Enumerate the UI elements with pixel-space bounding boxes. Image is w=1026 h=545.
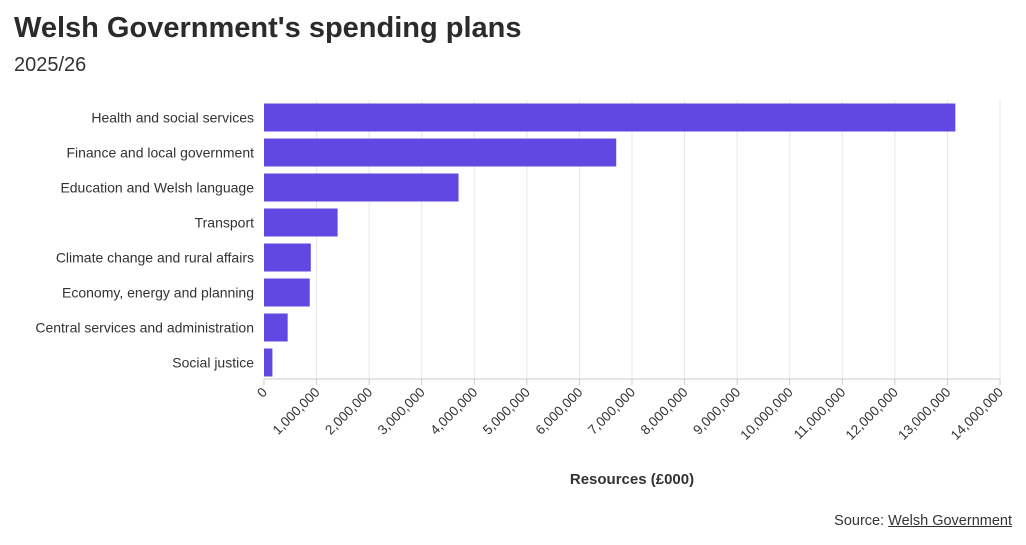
category-label: Health and social services	[91, 110, 254, 126]
chart-subtitle: 2025/26	[14, 54, 87, 76]
chart-title: Welsh Government's spending plans	[14, 12, 522, 44]
x-tick-label: 11,000,000	[791, 385, 849, 443]
category-label: Transport	[195, 215, 255, 231]
x-tick-label: 7,000,000	[585, 385, 638, 438]
category-label: Economy, energy and planning	[62, 285, 254, 301]
category-label: Finance and local government	[66, 145, 254, 161]
x-tick-label: 8,000,000	[638, 385, 691, 438]
bar[interactable]	[264, 208, 338, 237]
bar[interactable]	[264, 173, 459, 202]
gridlines	[316, 100, 1001, 379]
category-label: Central services and administration	[35, 320, 254, 336]
x-tick-label: 9,000,000	[690, 385, 743, 438]
category-label: Climate change and rural affairs	[56, 250, 254, 266]
x-tick-label: 2,000,000	[322, 385, 375, 438]
bar[interactable]	[264, 138, 617, 167]
x-tick-label: 0	[254, 385, 270, 401]
x-tick-label: 13,000,000	[895, 385, 953, 443]
bar[interactable]	[264, 103, 956, 132]
x-axis-title: Resources (£000)	[570, 471, 694, 488]
source-prefix: Source:	[834, 513, 889, 529]
x-tick-label: 6,000,000	[532, 385, 585, 438]
x-tick-label: 3,000,000	[375, 385, 428, 438]
category-labels: Health and social services Finance and lo…	[35, 110, 254, 371]
bar[interactable]	[264, 313, 288, 342]
category-label: Education and Welsh language	[60, 180, 254, 196]
x-tick-label: 5,000,000	[480, 385, 533, 438]
x-tick-label: 14,000,000	[948, 385, 1006, 443]
x-tick-label: 12,000,000	[843, 385, 901, 443]
x-tick-label: 10,000,000	[737, 385, 795, 443]
x-tick-label: 4,000,000	[427, 385, 480, 438]
x-axis: 0 1,000,000 2,000,000 3,000,000 4,000,000 5,0…	[254, 378, 1006, 443]
x-tick-label: 1,000,000	[270, 385, 323, 438]
source-note: Source: Welsh Government	[834, 513, 1012, 529]
category-label: Social justice	[172, 355, 254, 371]
bar[interactable]	[264, 348, 273, 377]
bar[interactable]	[264, 243, 311, 272]
bars	[264, 103, 956, 377]
source-link[interactable]: Welsh Government	[888, 513, 1012, 529]
bar[interactable]	[264, 278, 310, 307]
